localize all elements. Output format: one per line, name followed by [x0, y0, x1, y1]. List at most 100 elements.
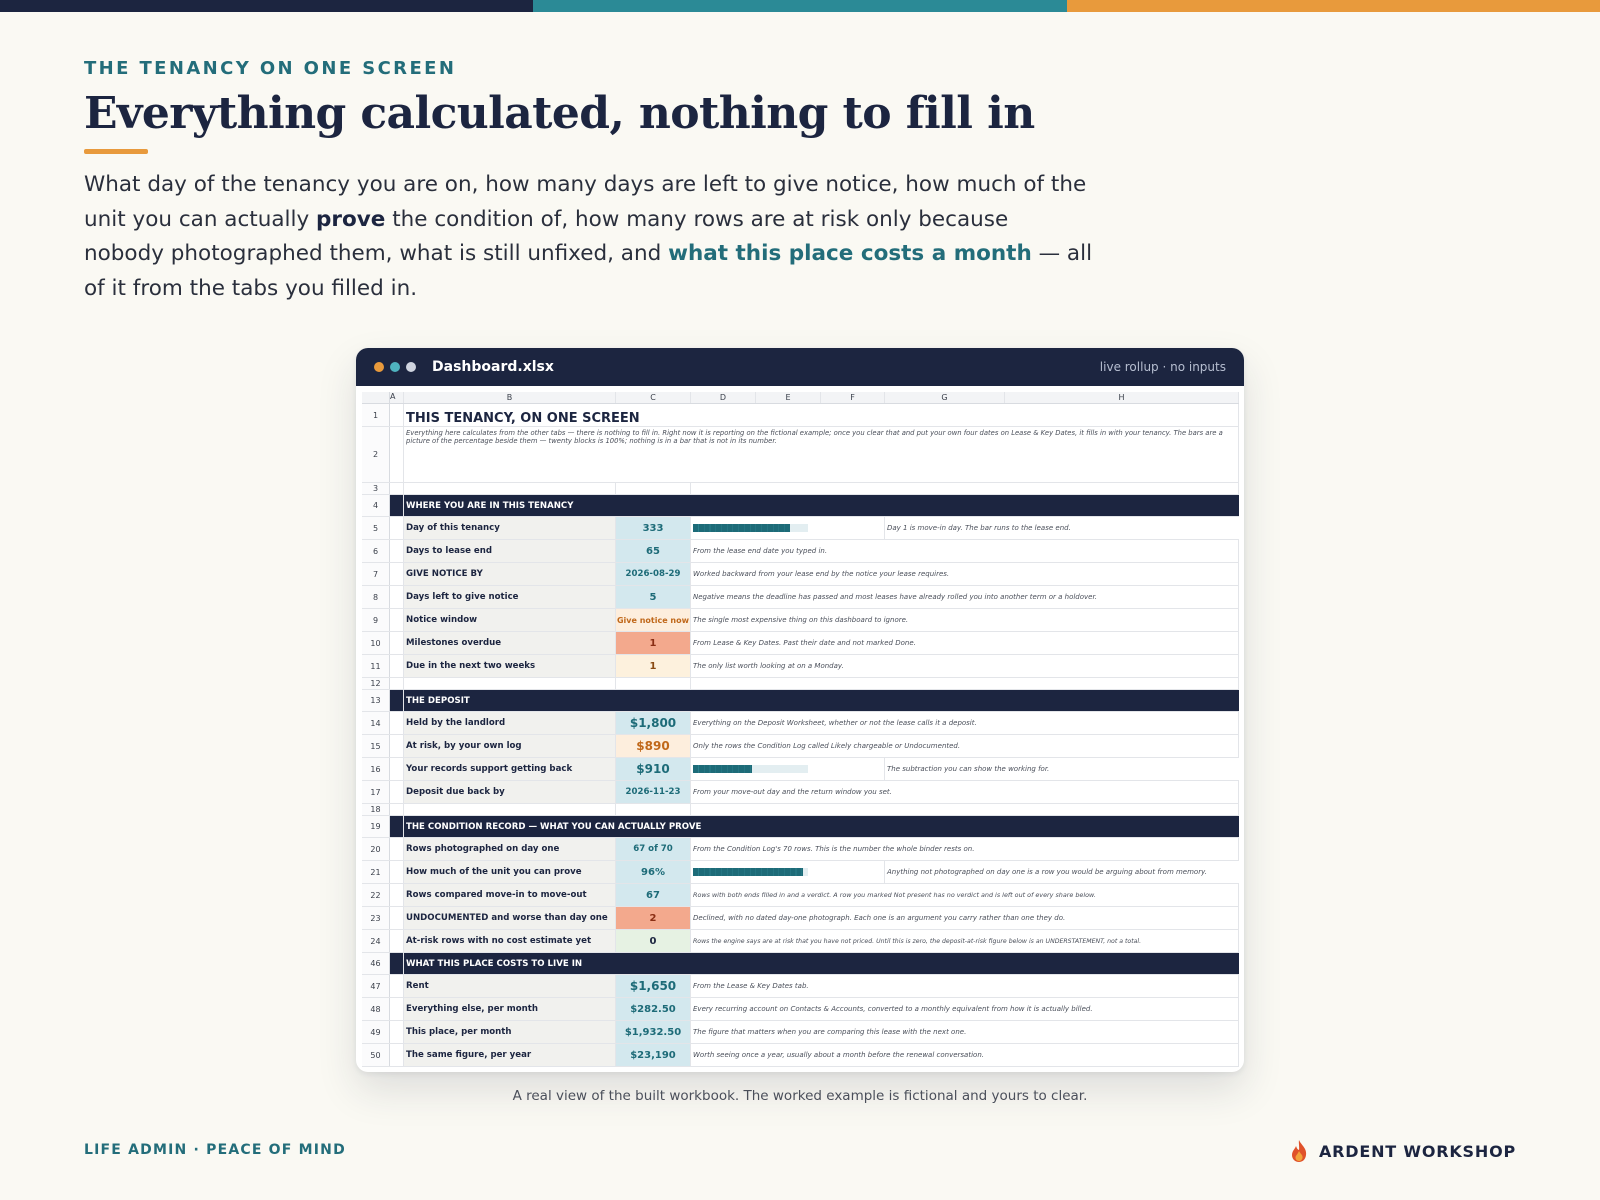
- row-value[interactable]: 0: [616, 930, 691, 952]
- row-note[interactable]: Every recurring account on Contacts & Ac…: [691, 998, 1239, 1020]
- row-note[interactable]: Rows with both ends filled in and a verd…: [691, 884, 1239, 906]
- row-value[interactable]: $1,800: [616, 712, 691, 734]
- row-number[interactable]: 14: [362, 712, 390, 734]
- row-number[interactable]: 9: [362, 609, 390, 631]
- row-number[interactable]: 24: [362, 930, 390, 952]
- row-number[interactable]: 50: [362, 1044, 390, 1066]
- row-number[interactable]: 1: [362, 404, 390, 426]
- row-note[interactable]: Day 1 is move-in day. The bar runs to th…: [887, 524, 1071, 532]
- window-dot-orange-icon[interactable]: [374, 362, 384, 372]
- row-number[interactable]: 5: [362, 517, 390, 539]
- cell-empty[interactable]: [616, 678, 691, 689]
- cell-empty[interactable]: [616, 483, 691, 494]
- row-number[interactable]: 46: [362, 953, 390, 974]
- row-number[interactable]: 8: [362, 586, 390, 608]
- row-number[interactable]: 7: [362, 563, 390, 585]
- row-number[interactable]: 2: [362, 427, 390, 482]
- row-number[interactable]: 19: [362, 816, 390, 837]
- row-note[interactable]: Everything on the Deposit Worksheet, whe…: [691, 712, 1239, 734]
- progress-bar-cell[interactable]: [691, 517, 885, 539]
- cell-empty[interactable]: [616, 804, 691, 815]
- row-note[interactable]: From Lease & Key Dates. Past their date …: [691, 632, 1239, 654]
- row-label[interactable]: Your records support getting back: [404, 758, 616, 780]
- row-note[interactable]: Worth seeing once a year, usually about …: [691, 1044, 1239, 1066]
- row-number[interactable]: 23: [362, 907, 390, 929]
- row-value[interactable]: $1,650: [616, 975, 691, 997]
- col-header-d[interactable]: D: [691, 392, 756, 403]
- row-label[interactable]: Days to lease end: [404, 540, 616, 562]
- row-label[interactable]: Notice window: [404, 609, 616, 631]
- row-number[interactable]: 16: [362, 758, 390, 780]
- sheet-title[interactable]: THIS TENANCY, ON ONE SCREEN: [404, 404, 1239, 426]
- row-note[interactable]: From the Condition Log's 70 rows. This i…: [691, 838, 1239, 860]
- window-dot-teal-icon[interactable]: [390, 362, 400, 372]
- section-title[interactable]: THE DEPOSIT: [406, 695, 470, 706]
- row-number[interactable]: 49: [362, 1021, 390, 1043]
- row-value[interactable]: $890: [616, 735, 691, 757]
- row-value[interactable]: 1: [616, 632, 691, 654]
- cell-empty[interactable]: [691, 804, 1239, 815]
- col-header-a[interactable]: A: [390, 392, 404, 403]
- row-label[interactable]: Deposit due back by: [404, 781, 616, 803]
- row-label[interactable]: GIVE NOTICE BY: [404, 563, 616, 585]
- row-label[interactable]: At-risk rows with no cost estimate yet: [404, 930, 616, 952]
- status-value[interactable]: Give notice now: [616, 609, 691, 631]
- row-value[interactable]: 1: [616, 655, 691, 677]
- row-value[interactable]: 333: [616, 517, 691, 539]
- row-label[interactable]: Rows compared move-in to move-out: [404, 884, 616, 906]
- row-note[interactable]: The only list worth looking at on a Mond…: [691, 655, 1239, 677]
- row-number[interactable]: 6: [362, 540, 390, 562]
- progress-bar-cell[interactable]: [691, 758, 885, 780]
- corner-cell[interactable]: [362, 392, 390, 403]
- row-label[interactable]: The same figure, per year: [404, 1044, 616, 1066]
- row-number[interactable]: 12: [362, 678, 390, 689]
- cell-empty[interactable]: [404, 804, 616, 815]
- row-number[interactable]: 11: [362, 655, 390, 677]
- row-note[interactable]: Negative means the deadline has passed a…: [691, 586, 1239, 608]
- row-note[interactable]: From the Lease & Key Dates tab.: [691, 975, 1239, 997]
- row-label[interactable]: Held by the landlord: [404, 712, 616, 734]
- row-label[interactable]: Rows photographed on day one: [404, 838, 616, 860]
- row-value[interactable]: 5: [616, 586, 691, 608]
- row-note[interactable]: Rows the engine says are at risk that yo…: [691, 930, 1239, 952]
- row-value[interactable]: 67 of 70: [616, 838, 691, 860]
- col-header-g[interactable]: G: [885, 392, 1005, 403]
- section-title[interactable]: THE CONDITION RECORD — WHAT YOU CAN ACTU…: [406, 821, 702, 832]
- row-note[interactable]: The subtraction you can show the working…: [887, 765, 1050, 773]
- row-note[interactable]: Worked backward from your lease end by t…: [691, 563, 1239, 585]
- row-number[interactable]: 10: [362, 632, 390, 654]
- row-value[interactable]: $282.50: [616, 998, 691, 1020]
- row-note[interactable]: The single most expensive thing on this …: [691, 609, 1239, 631]
- row-label[interactable]: Milestones overdue: [404, 632, 616, 654]
- row-number[interactable]: 13: [362, 690, 390, 711]
- row-value[interactable]: 2026-11-23: [616, 781, 691, 803]
- row-label[interactable]: Rent: [404, 975, 616, 997]
- row-number[interactable]: 17: [362, 781, 390, 803]
- row-value[interactable]: $1,932.50: [616, 1021, 691, 1043]
- row-number[interactable]: 3: [362, 483, 390, 494]
- row-note[interactable]: Anything not photographed on day one is …: [887, 868, 1207, 876]
- row-number[interactable]: 22: [362, 884, 390, 906]
- cell-empty[interactable]: [404, 678, 616, 689]
- row-number[interactable]: 4: [362, 495, 390, 516]
- row-value[interactable]: 96%: [616, 861, 691, 883]
- col-header-c[interactable]: C: [616, 392, 691, 403]
- row-label[interactable]: Everything else, per month: [404, 998, 616, 1020]
- col-header-e[interactable]: E: [756, 392, 821, 403]
- row-number[interactable]: 48: [362, 998, 390, 1020]
- row-number[interactable]: 18: [362, 804, 390, 815]
- row-number[interactable]: 20: [362, 838, 390, 860]
- row-note[interactable]: The figure that matters when you are com…: [691, 1021, 1239, 1043]
- cell-empty[interactable]: [691, 483, 1239, 494]
- row-label[interactable]: At risk, by your own log: [404, 735, 616, 757]
- window-dot-grey-icon[interactable]: [406, 362, 416, 372]
- row-label[interactable]: Days left to give notice: [404, 586, 616, 608]
- col-header-b[interactable]: B: [404, 392, 616, 403]
- cell-empty[interactable]: [691, 678, 1239, 689]
- row-note[interactable]: Only the rows the Condition Log called L…: [691, 735, 1239, 757]
- sheet-intro[interactable]: Everything here calculates from the othe…: [404, 427, 1239, 482]
- row-note[interactable]: Declined, with no dated day-one photogra…: [691, 907, 1239, 929]
- row-label[interactable]: Day of this tenancy: [404, 517, 616, 539]
- section-title[interactable]: WHERE YOU ARE IN THIS TENANCY: [406, 500, 574, 511]
- row-value[interactable]: 65: [616, 540, 691, 562]
